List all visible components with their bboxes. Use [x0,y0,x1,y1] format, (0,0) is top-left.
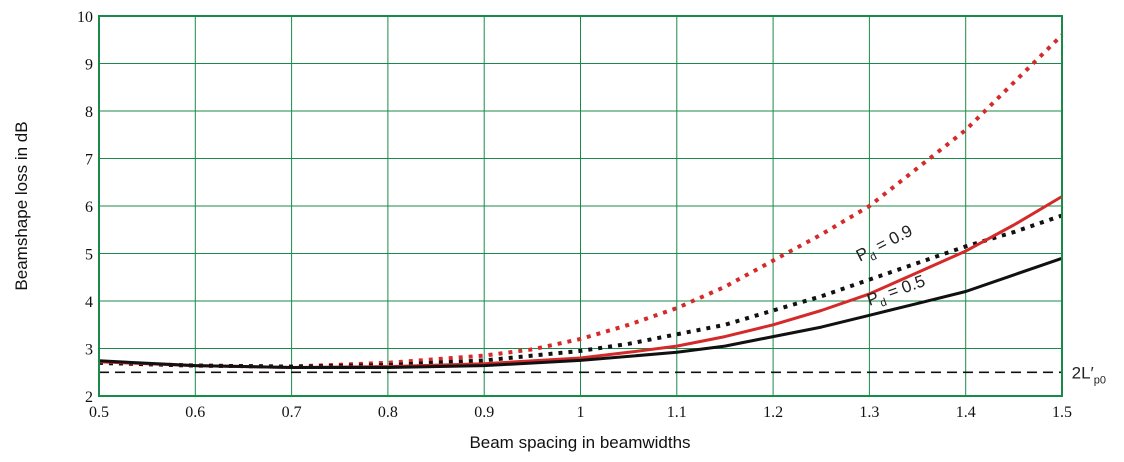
x-tick-label: 1.5 [1052,404,1072,421]
y-tick-label: 8 [85,104,93,121]
y-tick-label: 5 [85,247,93,264]
y-tick-label: 3 [85,342,93,359]
plot-frame [98,15,1063,397]
x-tick-label: 0.6 [185,404,205,421]
annotation-subscript: d [868,250,879,263]
x-tick-label: 0.7 [282,404,302,421]
x-tick-label: 1 [577,404,585,421]
x-tick-label: 1.2 [763,404,783,421]
y-tick-label: 7 [85,152,93,169]
x-axis-label: Beam spacing in beamwidths [469,433,690,452]
series-group [98,33,1064,374]
x-tick-label: 1.4 [956,404,976,421]
x-tick-label: 0.8 [378,404,398,421]
y-tick-label: 2 [85,389,93,406]
annotation-subscript: d [879,296,889,309]
y-tick-labels: 2 3 4 5 6 7 8 9 10 [77,9,93,406]
y-tick-label: 10 [77,9,93,26]
x-tick-label: 1.1 [667,404,687,421]
x-tick-labels: 0.5 0.6 0.7 0.8 0.9 1 1.1 1.2 1.3 1.4 1.5 [89,404,1072,421]
series-line-solid [98,256,1063,369]
y-tick-label: 4 [85,294,93,311]
y-tick-label: 6 [85,199,93,216]
x-tick-label: 0.5 [89,404,109,421]
y-axis-label: Beamshape loss in dB [12,121,31,290]
curve-annotation: 2L′p0 [1072,363,1106,386]
annotation-main: 2L′ [1072,363,1094,382]
x-tick-label: 1.3 [859,404,879,421]
x-tick-label: 0.9 [474,404,494,421]
annotation-subscript: p0 [1094,374,1106,386]
y-tick-label: 9 [85,57,93,74]
